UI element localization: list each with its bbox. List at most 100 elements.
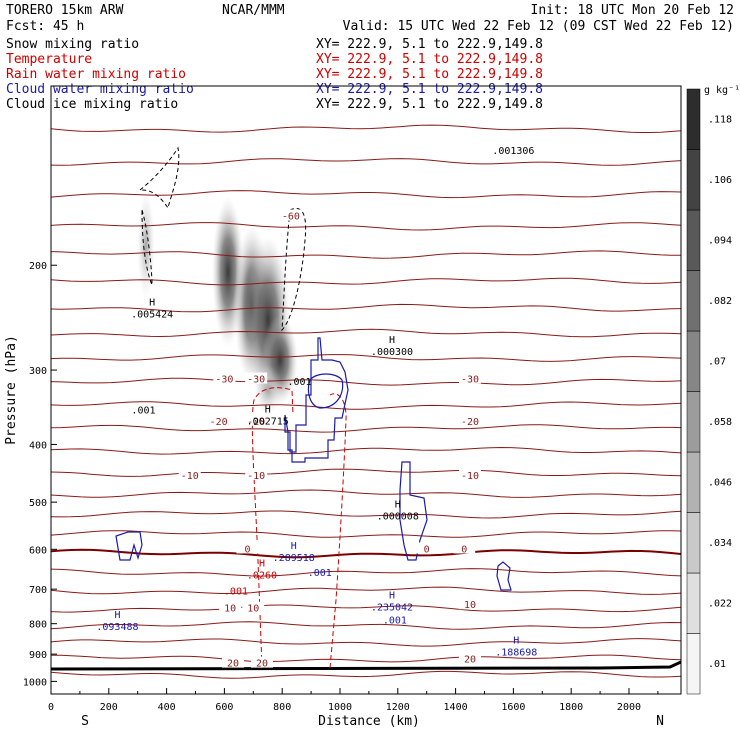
extremum-value: .001 xyxy=(287,377,311,388)
temperature-label: -10 xyxy=(181,471,199,482)
label-background xyxy=(453,542,476,554)
org-label: NCAR/MMM xyxy=(222,3,285,18)
colorbar-label: .07 xyxy=(708,356,726,367)
temperature-label: -20 xyxy=(461,417,479,428)
field-xy: XY= 222.9, 5.1 to 222.9,149.8 xyxy=(316,67,543,82)
temperature-label: 10 xyxy=(464,600,476,611)
colorbar-label: .046 xyxy=(708,477,732,488)
forecast-hour: Fcst: 45 h xyxy=(6,19,84,34)
y-tick-label: 500 xyxy=(29,498,47,509)
colorbar-segment xyxy=(686,270,701,332)
label-background xyxy=(207,414,230,426)
isotherm-line xyxy=(51,586,681,595)
label-background xyxy=(242,601,265,613)
field-name: Cloud water mixing ratio xyxy=(6,82,194,97)
colorbar-segment xyxy=(686,633,701,695)
colorbar-segment xyxy=(686,88,701,150)
extremum-value: .001 xyxy=(224,587,248,598)
isotherm-line xyxy=(51,654,681,663)
isotherm-line xyxy=(51,621,681,630)
label-background xyxy=(279,209,302,221)
y-tick-label: 1000 xyxy=(23,677,47,688)
field-name: Snow mixing ratio xyxy=(6,37,139,52)
isotherm-line xyxy=(51,424,681,433)
extremum-marker: H xyxy=(389,590,395,601)
model-title: TORERO 15km ARW xyxy=(6,3,124,18)
isotherm-line xyxy=(51,489,681,498)
y-tick-label: 600 xyxy=(29,545,47,556)
isotherm-line xyxy=(51,277,681,286)
isotherm-line xyxy=(51,354,681,362)
isotherm-line xyxy=(51,328,681,338)
field-xy: XY= 222.9, 5.1 to 222.9,149.8 xyxy=(316,82,543,97)
isotherm-line xyxy=(51,510,681,519)
label-background xyxy=(459,372,482,384)
cloud-water-contours xyxy=(115,337,512,591)
label-background xyxy=(245,372,268,384)
x-tick-label: 200 xyxy=(100,702,118,713)
label-background xyxy=(178,468,201,480)
init-time: Init: 18 UTC Mon 20 Feb 12 xyxy=(531,3,735,18)
colorbar-label: .034 xyxy=(708,538,732,549)
field-name: Rain water mixing ratio xyxy=(6,67,186,82)
label-background xyxy=(245,468,268,480)
x-tick-label: 800 xyxy=(273,702,291,713)
colorbar-segment xyxy=(686,391,701,453)
x-tick-label: 1400 xyxy=(444,702,468,713)
extremum-marker: H xyxy=(259,559,265,570)
extremum-value: .005424 xyxy=(131,310,173,321)
temperature-label: 10 xyxy=(224,604,236,615)
extremum-marker: H xyxy=(149,298,155,309)
colorbar-label: .106 xyxy=(708,175,732,186)
colorbar-label: .058 xyxy=(708,417,732,428)
surface-line xyxy=(51,660,681,671)
isotherm-line xyxy=(51,222,681,231)
label-background xyxy=(459,598,482,610)
isotherm-line xyxy=(51,158,681,166)
x-tick-label: 1200 xyxy=(386,702,410,713)
x-tick-label: 600 xyxy=(215,702,233,713)
extremum-marker: H xyxy=(513,636,519,647)
temperature-label: -30 xyxy=(461,375,479,386)
extremum-value: .000008 xyxy=(377,512,419,523)
y-tick-label: 300 xyxy=(29,366,47,377)
field-xy: XY= 222.9, 5.1 to 222.9,149.8 xyxy=(316,52,543,67)
temperature-label: -30 xyxy=(247,375,265,386)
isotherm-line xyxy=(51,377,681,386)
colorbar: .01 .022 .034 .046 .058 .07 .082 .094 .106 .118 xyxy=(686,88,732,695)
axes: 0 200 400 600 800 1000 1200 1400 1600 1800 2000200… xyxy=(23,261,659,713)
extremum-value: .002715 xyxy=(247,416,289,427)
annotations: -60 -30 -30 -30 -20 -20 -20 -10 -10 -10 0 0 0 10 10 10 2… xyxy=(96,146,537,670)
colorbar-label: .094 xyxy=(708,235,732,246)
field-name: Cloud ice mixing ratio xyxy=(6,97,178,112)
y-axis-label: Pressure (hPa) xyxy=(4,335,19,445)
temperature-label: -10 xyxy=(247,471,265,482)
x-tick-label: 400 xyxy=(158,702,176,713)
temperature-label: 0 xyxy=(424,544,430,555)
colorbar-segment xyxy=(686,149,701,211)
temperature-label: 0 xyxy=(244,544,250,555)
y-tick-label: 700 xyxy=(29,585,47,596)
label-background xyxy=(222,656,245,668)
extremum-value: .289518 xyxy=(273,553,315,564)
x-tick-label: 1000 xyxy=(328,702,352,713)
x-tick-label: 1600 xyxy=(501,702,525,713)
plot-frame xyxy=(50,85,682,695)
temperature-label: 20 xyxy=(227,659,239,670)
colorbar-segment xyxy=(686,572,701,634)
extremum-marker: H xyxy=(114,610,120,621)
label-background xyxy=(245,414,268,426)
temperature-label: 0 xyxy=(461,544,467,555)
cloud-ice-contours xyxy=(138,146,307,332)
label-background xyxy=(219,601,242,613)
colorbar-segment xyxy=(686,209,701,271)
label-background xyxy=(459,652,482,664)
extremum-value: .000300 xyxy=(371,347,413,358)
isotherm-line xyxy=(51,124,681,133)
y-tick-label: 200 xyxy=(29,261,47,272)
field-name: Temperature xyxy=(6,52,92,67)
extremum-value: .0260 xyxy=(247,571,277,582)
isotherm-line xyxy=(51,670,681,679)
colorbar-unit: g kg⁻¹ xyxy=(704,85,740,96)
temperature-label: -20 xyxy=(210,417,228,428)
